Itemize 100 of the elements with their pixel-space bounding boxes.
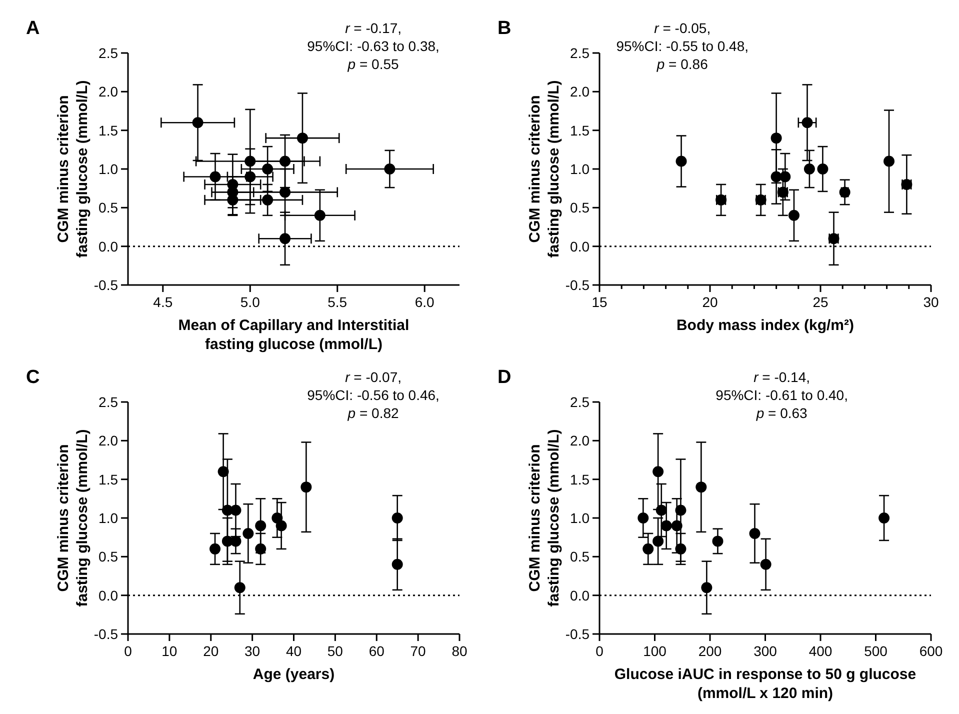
y-tick-label: 0.0 bbox=[570, 238, 590, 254]
chart-title: A bbox=[26, 18, 40, 39]
point bbox=[878, 512, 890, 524]
point bbox=[210, 543, 221, 554]
y-tick-label: 1.0 bbox=[98, 161, 118, 177]
point bbox=[314, 210, 326, 221]
x-tick-label: 15 bbox=[592, 294, 608, 310]
point bbox=[262, 194, 274, 206]
annotation: r = -0.17, 95%CI: -0.63 to 0.38, p = 0.55 bbox=[307, 20, 440, 72]
x-axis-title: Mean of Capillary and Interstitial fasting glucose (mmol/L) bbox=[178, 317, 410, 353]
point bbox=[660, 520, 672, 532]
y-tick-label: 2.0 bbox=[98, 432, 118, 449]
y-tick-label: 1.5 bbox=[570, 471, 590, 488]
point bbox=[255, 520, 266, 532]
point bbox=[230, 504, 242, 516]
point bbox=[230, 536, 242, 547]
x-axis-title: Glucose iAUC in response to 50 g glucose (mmol/L x 120 min) bbox=[614, 666, 916, 702]
x-tick-label: 400 bbox=[808, 643, 832, 659]
point bbox=[676, 156, 687, 167]
x-tick-label: 70 bbox=[410, 643, 426, 659]
y-tick-label: 0.5 bbox=[570, 548, 590, 565]
y-tick-label: 0.5 bbox=[98, 548, 118, 565]
point bbox=[280, 233, 291, 244]
point bbox=[804, 164, 815, 174]
y-tick-label: 1.5 bbox=[98, 122, 118, 138]
point bbox=[675, 543, 686, 554]
point bbox=[817, 164, 828, 174]
x-tick-label: 40 bbox=[286, 643, 302, 659]
point bbox=[242, 528, 254, 539]
x-tick-label: 300 bbox=[754, 643, 778, 659]
annotation: r = -0.14, 95%CI: -0.61 to 0.40, p = 0.63 bbox=[716, 369, 848, 421]
y-tick-label: 1.5 bbox=[570, 122, 590, 138]
point bbox=[262, 164, 274, 174]
y-tick-label: 2.5 bbox=[98, 394, 118, 410]
y-tick-label: 0.5 bbox=[98, 200, 118, 216]
x-tick-label: 500 bbox=[864, 643, 888, 659]
point bbox=[652, 536, 664, 547]
point bbox=[276, 520, 287, 532]
chart-title: D bbox=[498, 367, 512, 388]
annotation: r = -0.07, 95%CI: -0.56 to 0.46, p = 0.82 bbox=[307, 369, 440, 421]
x-tick-label: 200 bbox=[698, 643, 722, 659]
y-tick-label: 1.0 bbox=[570, 510, 590, 526]
point bbox=[884, 156, 895, 167]
y-tick-label: -0.5 bbox=[94, 626, 118, 642]
point bbox=[656, 504, 667, 516]
x-tick-label: 5.5 bbox=[328, 294, 348, 310]
point bbox=[255, 543, 266, 554]
chart-title: C bbox=[26, 367, 40, 388]
x-tick-label: 5.0 bbox=[240, 294, 260, 310]
chart-title: B bbox=[498, 18, 512, 39]
x-tick-label: 25 bbox=[812, 294, 828, 310]
x-tick-label: 0 bbox=[124, 643, 132, 659]
x-axis-title: Age (years) bbox=[252, 666, 335, 683]
y-tick-label: 1.0 bbox=[570, 161, 590, 177]
y-tick-label: -0.5 bbox=[565, 277, 590, 293]
point bbox=[210, 171, 221, 182]
x-tick-label: 80 bbox=[452, 643, 468, 659]
point bbox=[642, 543, 654, 554]
y-tick-label: 0.0 bbox=[570, 587, 590, 604]
x-tick-label: 20 bbox=[702, 294, 718, 310]
point bbox=[770, 132, 782, 144]
point bbox=[280, 186, 291, 198]
x-tick-label: 100 bbox=[643, 643, 667, 659]
point bbox=[802, 117, 813, 128]
y-tick-label: 0.0 bbox=[98, 587, 118, 604]
y-tick-label: 2.5 bbox=[570, 45, 590, 61]
y-tick-label: 2.0 bbox=[570, 432, 590, 449]
y-axis-title: CGM minus criterion fasting glucose (mmol/L) bbox=[55, 80, 91, 258]
x-tick-label: 30 bbox=[923, 294, 939, 310]
y-tick-label: 2.0 bbox=[98, 84, 118, 100]
annotation: r = -0.05, 95%CI: -0.55 to 0.48, p = 0.86 bbox=[616, 20, 749, 72]
point bbox=[218, 466, 229, 478]
x-tick-label: 20 bbox=[203, 643, 219, 659]
x-tick-label: 60 bbox=[368, 643, 385, 659]
point bbox=[392, 512, 403, 524]
point bbox=[280, 156, 291, 167]
point bbox=[296, 132, 308, 144]
y-axis-title: CGM minus criterion fasting glucose (mmol/L) bbox=[526, 80, 562, 258]
x-axis-title: Body mass index (kg/m²) bbox=[676, 317, 854, 334]
y-tick-label: 2.0 bbox=[570, 84, 590, 100]
point bbox=[712, 536, 724, 547]
point bbox=[384, 164, 396, 174]
y-tick-label: 2.5 bbox=[570, 394, 590, 410]
x-tick-label: 0 bbox=[596, 643, 604, 659]
point bbox=[675, 504, 686, 516]
y-tick-label: 1.0 bbox=[98, 510, 118, 526]
point bbox=[638, 512, 649, 524]
y-axis-title: CGM minus criterion fasting glucose (mmol/L) bbox=[526, 429, 562, 607]
y-tick-label: 0.0 bbox=[98, 238, 118, 254]
y-tick-label: -0.5 bbox=[565, 626, 590, 642]
point bbox=[749, 528, 760, 539]
point bbox=[392, 558, 403, 570]
x-tick-label: 600 bbox=[919, 643, 943, 659]
point bbox=[701, 582, 712, 594]
y-tick-label: 0.5 bbox=[570, 200, 590, 216]
point bbox=[300, 482, 312, 493]
point bbox=[652, 466, 664, 478]
x-tick-label: 6.0 bbox=[414, 294, 435, 310]
y-tick-label: 2.5 bbox=[98, 45, 118, 61]
x-tick-label: 30 bbox=[244, 643, 260, 659]
